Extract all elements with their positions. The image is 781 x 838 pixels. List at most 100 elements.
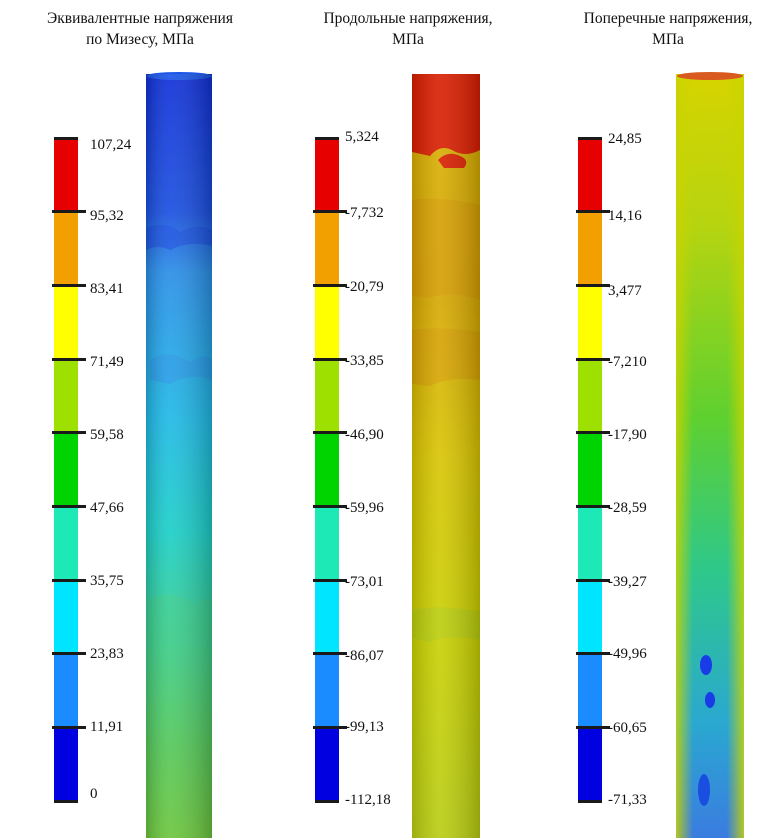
scale-label: 59,58	[90, 427, 124, 443]
colorbar-segment	[578, 506, 602, 580]
colorbar-segment	[54, 359, 78, 433]
colorbar-segment	[315, 506, 339, 580]
scale-label: -73,01	[345, 574, 384, 590]
colorbar-segment	[54, 211, 78, 286]
scale-label: 23,83	[90, 646, 124, 662]
colorbar-segment	[578, 211, 602, 286]
scale-label: -112,18	[345, 792, 391, 808]
scale-label: -46,90	[345, 427, 384, 443]
longitudinal-title-line1: Продольные напряжения,	[323, 10, 493, 27]
scale-label: 3,477	[608, 283, 642, 299]
colorbar-segment	[578, 653, 602, 728]
colorbar-tick	[576, 725, 610, 729]
colorbar-segment	[315, 138, 339, 212]
scale-label: 5,324	[345, 129, 379, 145]
colorbar-segment	[54, 138, 78, 212]
colorbar-segment	[578, 432, 602, 507]
colorbar-tick	[54, 136, 78, 140]
colorbar-tick	[313, 357, 347, 361]
colorbar-tick	[578, 136, 602, 140]
scale-label: -39,27	[608, 574, 647, 590]
colorbar-tick	[54, 799, 78, 803]
colorbar-tick	[578, 799, 602, 803]
colorbar-tick	[313, 652, 347, 656]
transverse-colorbar	[576, 136, 610, 803]
colorbar-tick	[52, 578, 86, 582]
colorbar-segment	[54, 506, 78, 580]
colorbar-tick	[576, 578, 610, 582]
transverse-title: Поперечные напряжения, МПа	[528, 8, 781, 50]
colorbar-tick	[52, 725, 86, 729]
colorbar-segment	[578, 359, 602, 433]
colorbar-tick	[576, 652, 610, 656]
scale-label: -28,59	[608, 500, 647, 516]
von-mises-title-line1: Эквивалентные напряжения	[47, 10, 233, 27]
scale-label: 107,24	[90, 137, 132, 153]
colorbar-tick	[576, 357, 610, 361]
scale-label: 24,85	[608, 131, 642, 147]
longitudinal-title: Продольные напряжения, МПа	[268, 8, 548, 50]
von-mises-title-line2: по Мизесу, МПа	[86, 31, 194, 48]
scale-label: -17,90	[608, 427, 647, 443]
scale-label: -7,732	[345, 205, 384, 221]
colorbar-segment	[315, 285, 339, 359]
colorbar-tick	[52, 357, 86, 361]
colorbar-tick	[576, 431, 610, 435]
scale-label: 47,66	[90, 500, 124, 516]
longitudinal-colorbar	[313, 136, 347, 803]
colorbar-segment	[54, 580, 78, 654]
transverse-title-line2: МПа	[652, 31, 684, 48]
scale-label: -60,65	[608, 720, 647, 736]
colorbar-segment	[315, 211, 339, 286]
colorbar-segment	[315, 432, 339, 507]
colorbar-segment	[315, 727, 339, 801]
transverse-title-line1: Поперечные напряжения,	[583, 10, 753, 27]
colorbar-tick	[52, 431, 86, 435]
colorbar-tick	[313, 431, 347, 435]
colorbar-tick	[576, 504, 610, 508]
scale-label: -33,85	[345, 353, 384, 369]
colorbar-tick	[313, 210, 347, 214]
scale-label: -99,13	[345, 719, 384, 735]
scale-label: -20,79	[345, 279, 384, 295]
scale-label: 14,16	[608, 208, 642, 224]
colorbar-tick	[576, 210, 610, 214]
scale-label: 11,91	[90, 719, 124, 735]
von-mises-title: Эквивалентные напряжения по Мизесу, МПа	[0, 8, 280, 50]
longitudinal-title-line2: МПа	[392, 31, 424, 48]
colorbar-tick	[315, 799, 339, 803]
scale-label: -49,96	[608, 646, 647, 662]
colorbar-segment	[54, 432, 78, 507]
colorbar-segment	[315, 653, 339, 728]
colorbar-segment	[578, 580, 602, 654]
colorbar-tick	[52, 504, 86, 508]
colorbar-segment	[315, 359, 339, 433]
colorbar-tick	[313, 283, 347, 287]
colorbar-tick	[52, 652, 86, 656]
colorbar-segment	[54, 285, 78, 359]
colorbar-tick	[315, 136, 339, 140]
scale-label: -7,210	[608, 354, 647, 370]
colorbar-tick	[313, 578, 347, 582]
von-mises-colorbar	[52, 136, 86, 803]
colorbar-tick	[576, 283, 610, 287]
colorbar-segment	[578, 285, 602, 359]
scale-label: 35,75	[90, 573, 124, 589]
colorbar-segment	[578, 727, 602, 801]
scale-label: 0	[90, 786, 98, 802]
colorbar-segment	[54, 653, 78, 728]
scale-label: -59,96	[345, 500, 384, 516]
scale-label: 95,32	[90, 208, 124, 224]
scale-label: 83,41	[90, 281, 124, 297]
colorbar-segment	[315, 580, 339, 654]
colorbar-tick	[313, 504, 347, 508]
colorbar-tick	[52, 283, 86, 287]
colorbar-tick	[313, 725, 347, 729]
colorbar-segment	[54, 727, 78, 801]
colorbar-segment	[578, 138, 602, 212]
scale-label: -71,33	[608, 792, 647, 808]
scale-label: 71,49	[90, 354, 124, 370]
